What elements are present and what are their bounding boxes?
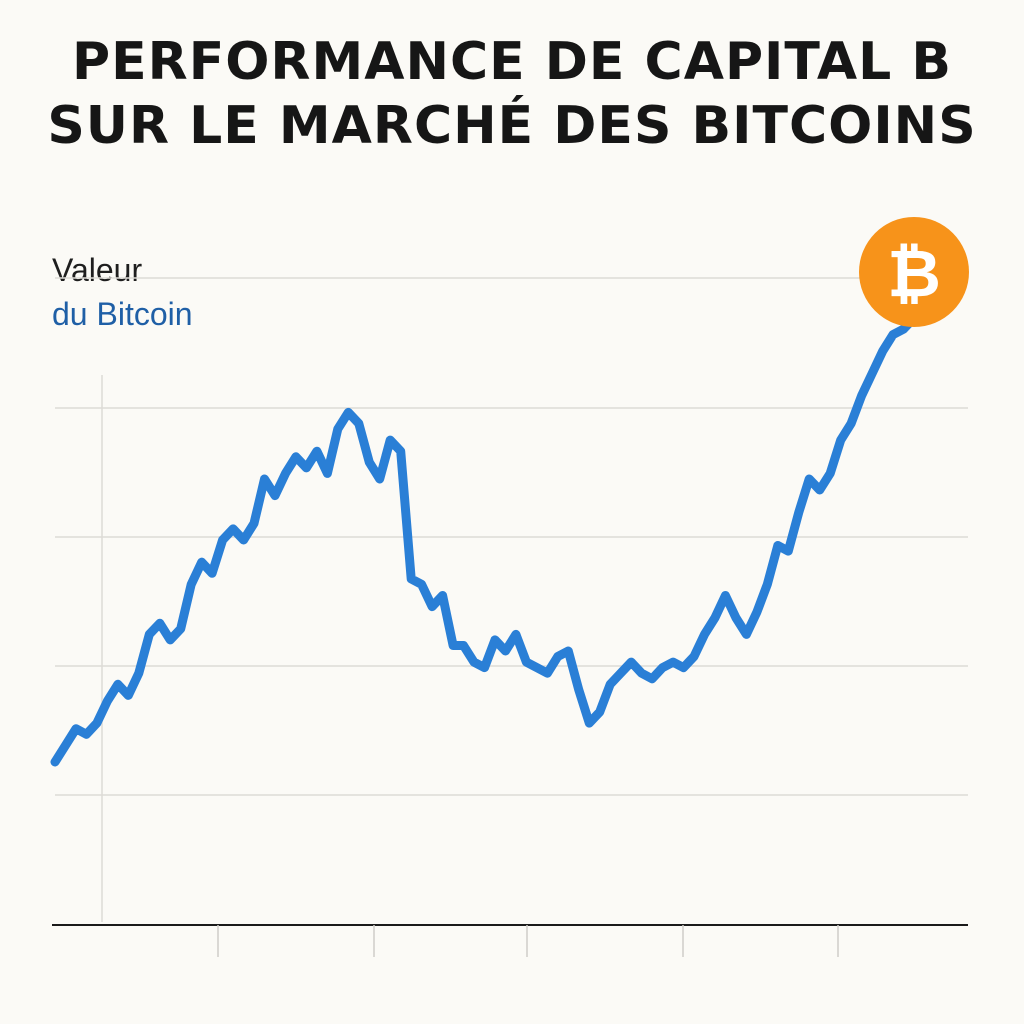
series-line-bitcoin-value [50, 313, 919, 767]
axes [52, 924, 968, 957]
y-axis-label-line-1: Valeur [52, 252, 143, 288]
chart-title: PERFORMANCE DE CAPITAL B SUR LE MARCHÉ D… [0, 30, 1024, 158]
bitcoin-icon: ₿ [887, 236, 941, 313]
bitcoin-badge-circle [859, 217, 969, 327]
chart-title-line-2: SUR LE MARCHÉ DES BITCOINS [47, 96, 977, 156]
gridlines [55, 277, 968, 922]
y-axis-label: Valeur du Bitcoin [52, 248, 193, 336]
chart-title-line-1: PERFORMANCE DE CAPITAL B [72, 32, 952, 92]
y-axis-label-line-2: du Bitcoin [52, 296, 193, 332]
bitcoin-badge: ₿ [859, 217, 969, 327]
